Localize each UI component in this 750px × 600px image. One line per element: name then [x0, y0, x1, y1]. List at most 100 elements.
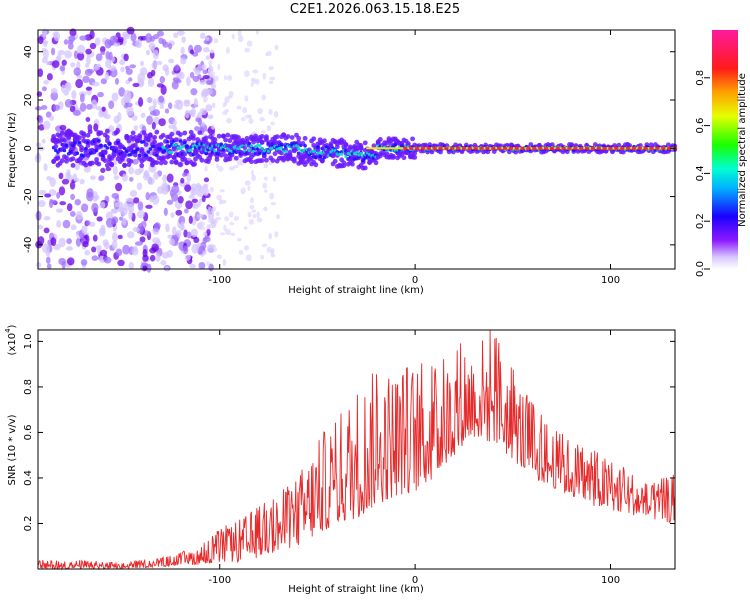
spectral-blob	[240, 187, 246, 195]
spectral-blob	[115, 182, 123, 192]
spectral-blob	[132, 158, 139, 165]
spectral-blob	[215, 216, 222, 221]
spectral-blob	[132, 82, 140, 88]
spectral-blob	[151, 61, 158, 69]
spectral-blob	[222, 258, 227, 266]
spectral-blob	[190, 228, 198, 238]
spectral-blob	[193, 98, 198, 108]
spectral-blob	[108, 65, 117, 71]
spectral-blob	[222, 110, 228, 116]
spectral-blob	[152, 134, 158, 140]
spectral-blob	[59, 65, 66, 72]
spectral-blob	[91, 202, 99, 213]
spectral-blob	[279, 146, 284, 150]
spectral-blob	[43, 215, 51, 221]
spectral-blob	[105, 51, 110, 60]
spectral-blob	[59, 158, 65, 164]
spectral-blob	[84, 249, 91, 256]
spectral-blob	[73, 50, 79, 60]
spectral-blob	[190, 186, 195, 197]
spectral-blob	[281, 157, 287, 163]
colorbar-tick-label: 0.2	[695, 213, 706, 229]
spectral-blob	[206, 244, 214, 253]
spectral-blob	[412, 154, 418, 160]
spectral-blob	[247, 148, 251, 153]
spectral-blob	[272, 176, 277, 182]
spectral-blob	[111, 92, 119, 102]
spectral-blob	[200, 32, 206, 39]
spectral-blob	[181, 36, 186, 43]
spectral-blob	[169, 131, 175, 137]
spectral-blob	[113, 42, 121, 47]
spectral-blob	[311, 136, 317, 142]
spectral-blob	[53, 144, 59, 149]
spectral-blob	[103, 113, 111, 120]
spectral-blob	[156, 83, 164, 88]
spectral-blob	[251, 149, 256, 154]
spectral-blob	[128, 77, 133, 82]
spectral-blob	[316, 144, 320, 149]
spectral-blob	[91, 246, 97, 253]
spectral-blob	[195, 184, 202, 193]
spectral-blob	[252, 78, 258, 84]
spectral-blob	[341, 163, 347, 169]
spectral-blob	[225, 228, 231, 236]
spectral-blob	[193, 44, 202, 53]
spectral-blob	[217, 63, 221, 71]
spectral-blob	[158, 118, 166, 127]
spectral-blob	[268, 80, 274, 84]
spectral-blob	[142, 254, 149, 262]
spectral-blob	[123, 53, 129, 62]
spectral-blob	[66, 135, 72, 141]
spectral-blob	[67, 42, 74, 50]
spectral-blob	[204, 151, 209, 156]
spectral-blob	[216, 194, 222, 201]
spectral-blob	[53, 104, 60, 111]
spectral-blob	[168, 238, 176, 246]
spectral-blob	[81, 131, 87, 137]
spectral-blob	[158, 142, 164, 147]
spectral-blob	[89, 221, 96, 227]
spectral-blob	[269, 192, 275, 200]
spectral-blob	[203, 96, 209, 102]
spectral-blob	[620, 146, 625, 150]
spectral-blob	[146, 72, 153, 79]
spectral-blob	[69, 181, 76, 190]
spectral-blob	[77, 135, 82, 141]
spectral-blob	[224, 101, 228, 107]
spectral-blob	[113, 146, 119, 152]
spectral-blob	[209, 71, 216, 78]
y-tick-label: 1.0	[23, 333, 34, 349]
snr-y-ticks: 0.2 0.4 0.6 0.8 1.0	[23, 333, 675, 531]
spectral-blob	[631, 146, 637, 150]
spectral-blob	[211, 124, 215, 130]
spectral-blob	[329, 150, 333, 154]
spectral-blob	[661, 146, 666, 150]
spectral-blob	[226, 117, 232, 124]
snr-x-ticks: -100 0 100	[208, 330, 620, 586]
spectral-blob	[455, 146, 461, 150]
spectral-blob	[205, 80, 214, 86]
spectral-blob	[240, 117, 246, 122]
spectral-blob	[177, 196, 184, 204]
x-tick-label: 0	[412, 275, 418, 286]
spectral-blob	[111, 232, 118, 242]
spectral-blob	[64, 98, 73, 108]
spectral-blob	[117, 259, 125, 267]
spectral-blob	[37, 236, 45, 245]
spectral-blob	[44, 193, 52, 198]
spectral-blob	[526, 146, 531, 150]
spectral-blob	[233, 155, 239, 161]
spectral-blob	[117, 111, 122, 122]
spectral-blob	[203, 47, 210, 53]
spectral-blob	[263, 176, 268, 181]
spectral-blob	[217, 166, 224, 172]
spectral-blob	[56, 220, 62, 228]
spectral-blob	[173, 32, 179, 39]
spectral-blob	[90, 175, 96, 180]
spectral-blob	[637, 146, 643, 150]
spectrogram-panel: -100 0 100 -40 -20 0 20 40 Height of straight …	[7, 26, 678, 296]
spectral-blob	[152, 139, 158, 145]
spectral-blob	[64, 143, 69, 148]
spectral-blob	[212, 137, 218, 142]
